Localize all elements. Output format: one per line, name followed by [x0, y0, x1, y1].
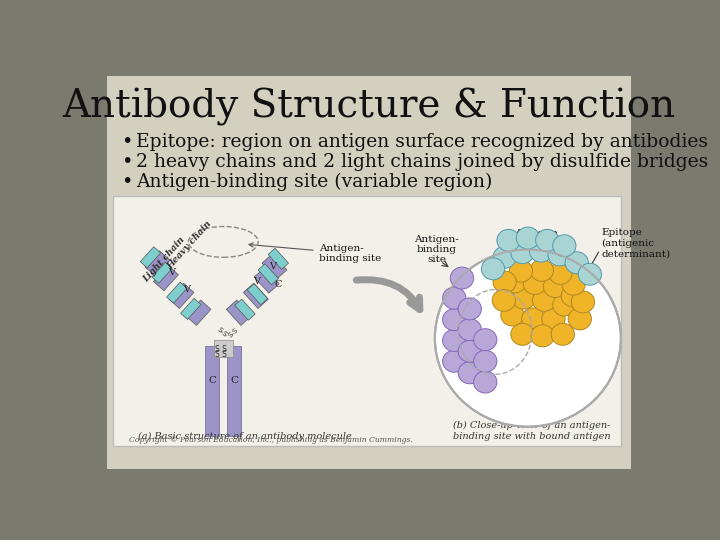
- Ellipse shape: [553, 235, 576, 256]
- Ellipse shape: [443, 350, 466, 372]
- Text: Antigen: Antigen: [513, 229, 558, 239]
- Text: (b) Close-up view of an antigen-
binding site with bound antigen: (b) Close-up view of an antigen- binding…: [453, 421, 611, 441]
- FancyBboxPatch shape: [107, 76, 631, 469]
- Polygon shape: [243, 283, 269, 308]
- Ellipse shape: [551, 323, 575, 345]
- Ellipse shape: [578, 264, 601, 285]
- Polygon shape: [181, 299, 201, 320]
- Ellipse shape: [510, 323, 534, 345]
- FancyBboxPatch shape: [228, 346, 241, 436]
- Text: V: V: [253, 278, 260, 286]
- Text: Light chain: Light chain: [141, 235, 186, 284]
- Text: Antigen-
binding site: Antigen- binding site: [249, 243, 381, 263]
- Ellipse shape: [503, 271, 526, 293]
- Ellipse shape: [509, 260, 533, 282]
- Ellipse shape: [458, 340, 482, 362]
- Text: C: C: [209, 376, 217, 385]
- Ellipse shape: [549, 262, 572, 285]
- Polygon shape: [145, 251, 170, 276]
- Text: V: V: [184, 285, 190, 294]
- Polygon shape: [169, 283, 194, 308]
- Ellipse shape: [451, 267, 474, 289]
- Text: •: •: [122, 152, 133, 171]
- Polygon shape: [226, 300, 251, 326]
- Ellipse shape: [510, 242, 534, 264]
- Ellipse shape: [493, 271, 516, 293]
- Text: V: V: [168, 268, 175, 277]
- Ellipse shape: [443, 309, 466, 330]
- Ellipse shape: [522, 308, 545, 330]
- Polygon shape: [268, 248, 289, 269]
- Ellipse shape: [533, 289, 556, 312]
- Text: S-S: S-S: [215, 327, 228, 339]
- Ellipse shape: [493, 246, 516, 268]
- Ellipse shape: [458, 362, 482, 384]
- Text: •: •: [122, 172, 133, 191]
- Ellipse shape: [497, 230, 520, 251]
- Text: S S: S S: [215, 350, 227, 360]
- Ellipse shape: [474, 371, 497, 393]
- Ellipse shape: [474, 329, 497, 350]
- Polygon shape: [247, 284, 268, 305]
- Text: Antigen-binding site (variable region): Antigen-binding site (variable region): [137, 173, 493, 191]
- Polygon shape: [140, 247, 161, 268]
- Text: •: •: [122, 132, 133, 151]
- FancyBboxPatch shape: [205, 346, 220, 436]
- Text: (a) Basic structure of an antibody molecule: (a) Basic structure of an antibody molec…: [138, 431, 352, 441]
- Ellipse shape: [561, 285, 585, 307]
- Polygon shape: [254, 268, 279, 293]
- Ellipse shape: [516, 227, 539, 249]
- Ellipse shape: [474, 350, 497, 372]
- Ellipse shape: [443, 329, 466, 352]
- Ellipse shape: [513, 287, 536, 309]
- Ellipse shape: [544, 275, 567, 298]
- Ellipse shape: [531, 325, 554, 347]
- Text: 2 heavy chains and 2 light chains joined by disulfide bridges: 2 heavy chains and 2 light chains joined…: [137, 153, 708, 171]
- FancyBboxPatch shape: [113, 195, 621, 446]
- Ellipse shape: [482, 258, 505, 280]
- Ellipse shape: [523, 273, 546, 294]
- Text: Antibody Structure & Function: Antibody Structure & Function: [63, 88, 675, 126]
- Ellipse shape: [458, 298, 482, 320]
- Ellipse shape: [435, 249, 621, 427]
- Text: C: C: [230, 376, 238, 385]
- Text: S S: S S: [215, 345, 227, 354]
- Text: Epitope
(antigenic
determinant): Epitope (antigenic determinant): [601, 228, 670, 259]
- Text: Heavy chain: Heavy chain: [166, 219, 214, 271]
- Polygon shape: [152, 262, 172, 284]
- Ellipse shape: [530, 259, 554, 281]
- Text: Antigen-
binding
site: Antigen- binding site: [414, 235, 459, 265]
- Ellipse shape: [568, 308, 591, 330]
- Ellipse shape: [548, 244, 571, 266]
- Ellipse shape: [553, 294, 576, 316]
- Ellipse shape: [542, 308, 565, 330]
- Polygon shape: [186, 300, 211, 326]
- Ellipse shape: [571, 291, 595, 313]
- Ellipse shape: [565, 252, 588, 274]
- Text: Epitope: region on antigen surface recognized by antibodies: Epitope: region on antigen surface recog…: [137, 133, 708, 151]
- FancyBboxPatch shape: [214, 340, 233, 357]
- Ellipse shape: [536, 230, 559, 251]
- Text: Copyright © Pearson Education, Inc., publishing as Benjamin Cummings.: Copyright © Pearson Education, Inc., pub…: [129, 436, 413, 444]
- Polygon shape: [166, 282, 187, 303]
- Polygon shape: [153, 266, 179, 291]
- Text: V: V: [269, 262, 276, 271]
- Polygon shape: [258, 264, 279, 285]
- Ellipse shape: [492, 289, 516, 312]
- Ellipse shape: [458, 319, 482, 341]
- Text: C: C: [274, 280, 282, 289]
- Polygon shape: [235, 299, 255, 320]
- Ellipse shape: [529, 240, 553, 262]
- Ellipse shape: [500, 304, 524, 326]
- Ellipse shape: [443, 287, 466, 309]
- Text: S-S: S-S: [228, 327, 240, 339]
- Polygon shape: [262, 254, 287, 279]
- Ellipse shape: [562, 273, 585, 295]
